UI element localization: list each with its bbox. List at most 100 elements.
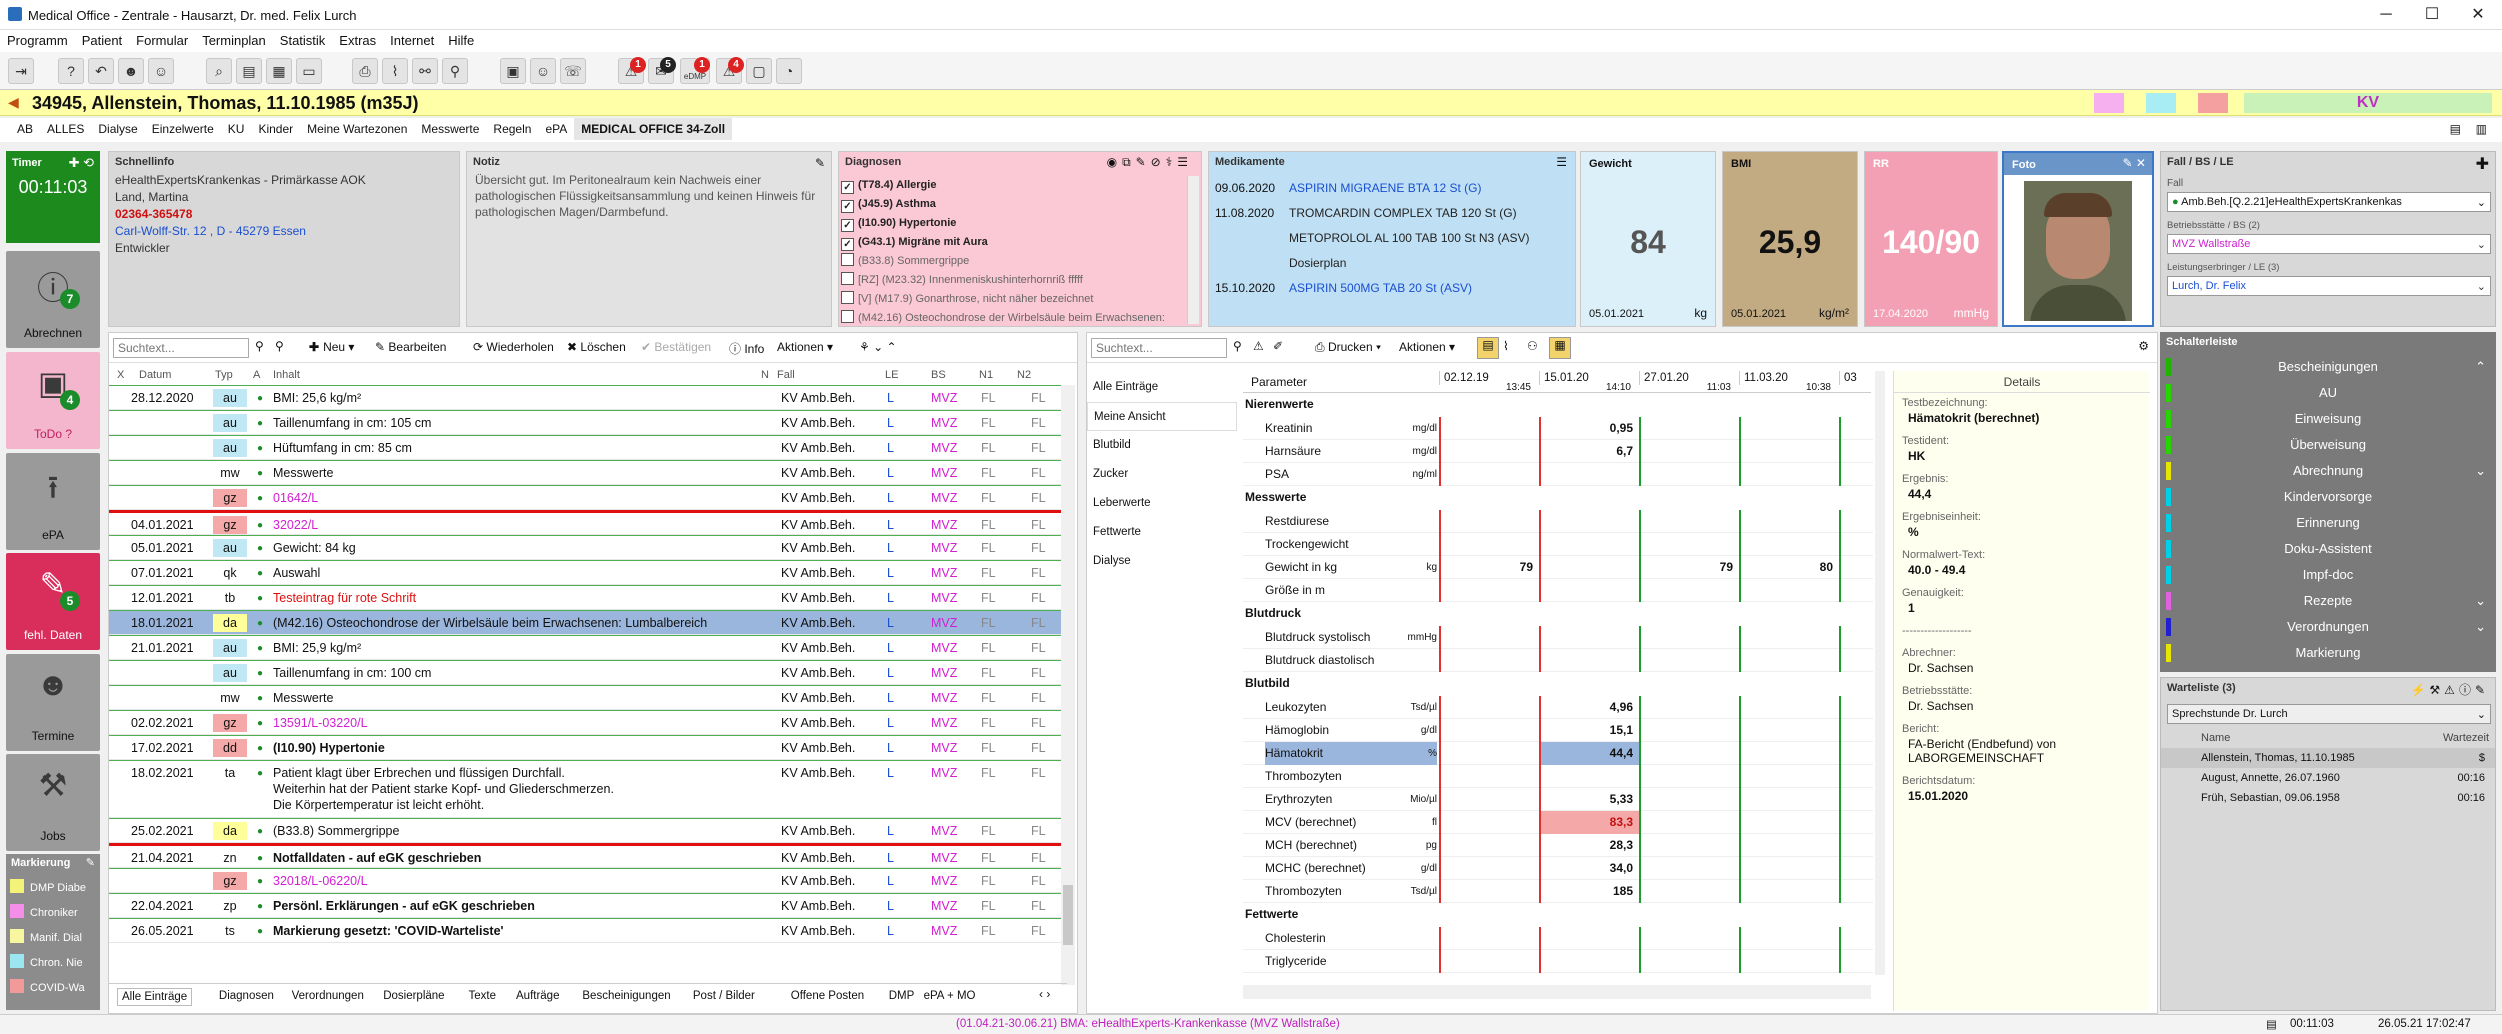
schalter-item[interactable]: Überweisung (2160, 432, 2496, 458)
diagnose-item[interactable]: [V] (M17.9) Gonarthrose, nicht näher bez… (841, 290, 1181, 309)
bs-select[interactable]: MVZ Wallstraße ⌄ (2167, 234, 2491, 254)
lab-value[interactable] (1639, 417, 1739, 440)
fall-select[interactable]: ● Amb.Beh.[Q.2.21]eHealthExpertsKrankenk… (2167, 192, 2491, 212)
journal-row[interactable]: au ● Taillenumfang in cm: 100 cm KV Amb.Beh… (109, 660, 1067, 685)
journal-col-header[interactable]: LE (885, 369, 899, 381)
epa-button[interactable]: ⭱ ePA (6, 453, 100, 550)
lab-value[interactable] (1739, 463, 1839, 486)
lab-value[interactable] (1839, 811, 1873, 834)
lab-row[interactable]: Blutdruck diastolisch (1243, 649, 1873, 672)
abrechnen-button[interactable]: ⓘ 7 Abrechnen (6, 251, 100, 348)
lab-value[interactable] (1539, 950, 1639, 973)
lab-value[interactable] (1439, 765, 1539, 788)
lab-value[interactable] (1839, 834, 1873, 857)
diagnosen-toolbar-icons[interactable]: ◉⧉✎⊘⚕☰ (1106, 155, 1193, 169)
lab-value[interactable]: 185 (1539, 880, 1639, 903)
menu-terminplan[interactable]: Terminplan (202, 33, 266, 48)
lab-value[interactable]: 15,1 (1539, 719, 1639, 742)
menu-hilfe[interactable]: Hilfe (448, 33, 475, 48)
lab-value[interactable] (1439, 463, 1539, 486)
journal-row[interactable]: 22.04.2021 zp ● Persönl. Erklärungen - auf … (109, 893, 1067, 918)
journal-row[interactable]: 18.02.2021 ta ● Patient klagt über Erbreche… (109, 760, 1067, 818)
markierung-item[interactable]: COVID-Wa (10, 976, 98, 1001)
loeschen-button[interactable]: ✖ Löschen (567, 340, 626, 354)
lab-value[interactable] (1639, 788, 1739, 811)
tab-regeln[interactable]: Regeln (493, 122, 532, 136)
lab-value[interactable] (1739, 649, 1839, 672)
lab-value[interactable] (1839, 742, 1873, 765)
menu-statistik[interactable]: Statistik (279, 33, 326, 48)
journal-row[interactable]: au ● Hüftumfang in cm: 85 cm KV Amb.Beh. L MV… (109, 435, 1067, 460)
lab-value[interactable] (1639, 463, 1739, 486)
termine-button[interactable]: ☻ Termine (6, 654, 100, 751)
chevron-icon[interactable]: ⌄ (2475, 619, 2486, 634)
lab-row[interactable]: Blutdruck systolisch mmHg (1243, 626, 1873, 649)
journal-row[interactable]: 26.05.2021 ts ● Markierung gesetzt: 'COVID-… (109, 918, 1067, 943)
bmi-panel[interactable]: BMI 25,9 05.01.2021 kg/m² (1722, 151, 1858, 327)
fehl-daten-button[interactable]: ✎ 5 fehl. Daten (6, 553, 100, 650)
diagnose-item[interactable]: [RZ] (M23.32) Innenmeniskushinterhornriß… (841, 271, 1181, 290)
lab-value[interactable] (1839, 950, 1873, 973)
diagnose-checkbox[interactable]: ✓ (841, 181, 854, 194)
lab-row[interactable]: Restdiurese (1243, 510, 1873, 533)
journal-col-header[interactable]: Typ (215, 369, 233, 381)
lab-value[interactable] (1639, 834, 1739, 857)
journal-tab[interactable]: Alle Einträge (117, 988, 193, 1006)
lab-search-input[interactable] (1091, 338, 1227, 358)
grid-view-icon[interactable]: ▦ (1549, 337, 1571, 359)
table-view-icon[interactable]: ▤ (1477, 337, 1499, 359)
diagnose-checkbox[interactable] (841, 291, 854, 304)
lab-view-item[interactable]: Blutbild (1093, 439, 1131, 451)
lab-row[interactable]: Gewicht in kg kg 79 79 80 (1243, 556, 1873, 579)
journal-tab[interactable]: Post / Bilder (692, 990, 755, 1002)
timer-panel[interactable]: Timer ✚ ⟲ 00:11:03 (6, 151, 100, 243)
warteliste-row[interactable]: August, Annette, 26.07.1960 00:16 (2161, 768, 2495, 788)
chevron-icon[interactable]: ⌄ (2475, 463, 2486, 478)
settings-layout-icon[interactable]: ▥ (2475, 122, 2487, 136)
lab-value[interactable] (1839, 880, 1873, 903)
warteliste-icons[interactable]: ⚡⚒⚠ⓘ✎ (2410, 683, 2489, 697)
notiz-edit-icon[interactable]: ✎ (814, 156, 825, 170)
diagnose-checkbox[interactable] (841, 310, 854, 323)
lab-value[interactable] (1839, 719, 1873, 742)
lab-value[interactable]: 34,0 (1539, 857, 1639, 880)
tab-alles[interactable]: ALLES (47, 122, 85, 136)
lab-value[interactable]: 5,33 (1539, 788, 1639, 811)
journal-col-header[interactable]: N1 (979, 369, 994, 381)
lab-value[interactable] (1739, 788, 1839, 811)
lab-hscrollbar[interactable] (1243, 985, 1871, 999)
lab-aktionen-button[interactable]: Aktionen ▾ (1399, 340, 1456, 354)
lab-search-icon[interactable]: ⚲ (1233, 339, 1242, 353)
diagnose-checkbox[interactable] (841, 253, 854, 266)
group-icon[interactable]: ☺ (148, 58, 174, 84)
info-button[interactable]: ⓘ Info (729, 342, 765, 356)
diagnose-checkbox[interactable] (841, 272, 854, 285)
search-icon[interactable]: ⚲ (255, 339, 264, 353)
foto-edit-icons[interactable]: ✎ ✕ (2122, 156, 2146, 170)
medikamente-menu-icon[interactable]: ☰ (1556, 155, 1567, 169)
lab-value[interactable] (1739, 834, 1839, 857)
lab-view-item[interactable]: Dialyse (1093, 555, 1131, 567)
menu-extras[interactable]: Extras (339, 33, 377, 48)
journal-row[interactable]: mw ● Messwerte KV Amb.Beh. L MVZ FL FL (109, 685, 1067, 710)
journal-row[interactable]: 21.01.2021 au ● BMI: 25,9 kg/m² KV Amb.Beh. L… (109, 635, 1067, 660)
menu-programm[interactable]: Programm (7, 33, 68, 48)
lab-row[interactable]: Leukozyten Tsd/µl 4,96 (1243, 696, 1873, 719)
journal-row[interactable]: 07.01.2021 qk ● Auswahl KV Amb.Beh. L MVZ FL FL (109, 560, 1067, 585)
tab-messwerte[interactable]: Messwerte (421, 122, 480, 136)
jobs-button[interactable]: ⚒ Jobs (6, 754, 100, 851)
journal-tab[interactable]: Bescheinigungen (582, 990, 671, 1002)
lab-value[interactable] (1739, 510, 1839, 533)
neu-button[interactable]: ✚ Neu ▾ (309, 340, 355, 354)
journal-scrollbar[interactable] (1061, 385, 1075, 985)
journal-search-input[interactable] (113, 338, 249, 358)
scanner-icon[interactable]: ▦ (266, 58, 292, 84)
lab-value[interactable] (1639, 765, 1739, 788)
lab-row[interactable]: MCH (berechnet) pg 28,3 (1243, 834, 1873, 857)
lab-value[interactable] (1839, 440, 1873, 463)
markierung-edit-icon[interactable]: ✎ (85, 857, 95, 869)
lab-value[interactable] (1839, 857, 1873, 880)
medikament-item[interactable]: Dosierplan (1215, 251, 1565, 276)
lab-value[interactable] (1439, 811, 1539, 834)
lab-settings-icon[interactable]: ⚙ (2138, 339, 2149, 353)
